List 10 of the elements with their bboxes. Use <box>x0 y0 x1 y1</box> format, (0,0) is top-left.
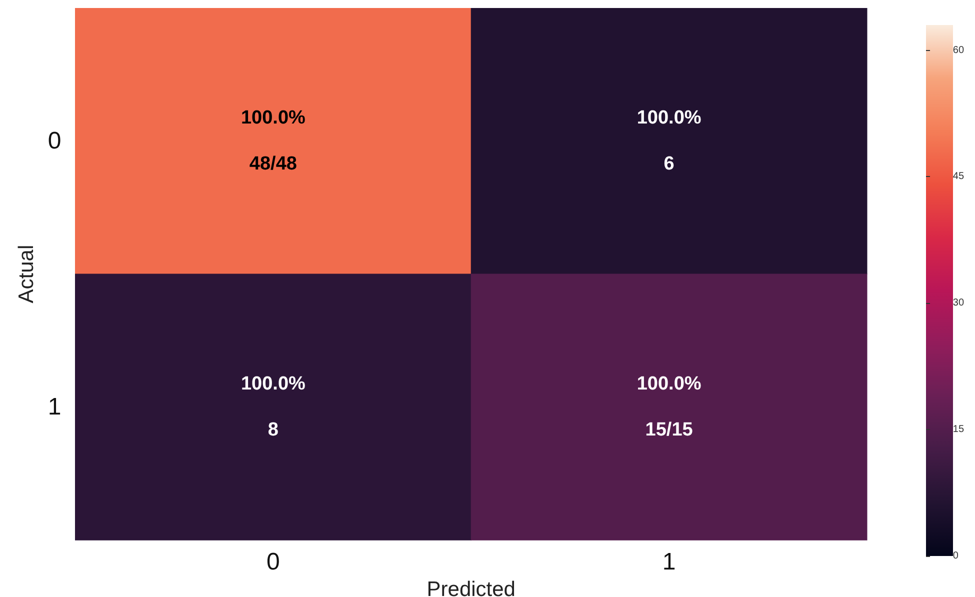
color-bar-label: 15 <box>952 424 964 436</box>
text: 100.0% 15/15 <box>636 374 702 441</box>
text: 100.0% 8 <box>240 374 306 441</box>
color-bar-label: 30 <box>952 298 964 309</box>
y-axis-title: Actual <box>15 244 38 304</box>
text: 100.0% 6 <box>636 108 702 175</box>
x-axis-title: Predicted <box>426 578 516 597</box>
color-bar-label: 45 <box>952 171 964 182</box>
text: 100.0% 48/48 <box>240 108 306 175</box>
color-bar-label: 60 <box>952 44 964 56</box>
